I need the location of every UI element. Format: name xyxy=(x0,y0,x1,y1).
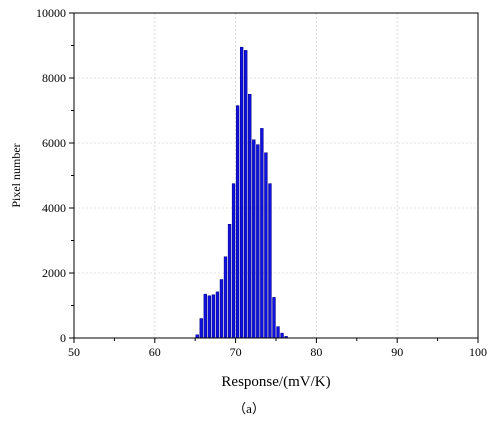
histogram-bar xyxy=(239,46,244,339)
grid-lines xyxy=(74,13,478,338)
y-tick-label: 4000 xyxy=(42,201,66,215)
histogram-bar xyxy=(264,152,268,339)
histogram-bar xyxy=(280,332,284,339)
histogram-bar xyxy=(227,224,232,339)
histogram-bar xyxy=(272,297,276,339)
histogram-chart: 50 60 70 80 90 100 0 2000 4000 6000 8000 10000 Resp… xyxy=(9,6,487,390)
figure-caption: （a） xyxy=(233,401,265,416)
histogram-bar xyxy=(248,94,252,339)
histogram-bar xyxy=(260,128,264,339)
y-tick-label: 8000 xyxy=(42,71,66,85)
histogram-bar xyxy=(211,294,216,339)
histogram-bar xyxy=(276,326,280,339)
histogram-bar xyxy=(252,139,256,339)
histogram-bar xyxy=(244,50,248,339)
x-tick-label: 70 xyxy=(230,345,242,359)
y-axis-label: Pixel number xyxy=(9,143,23,207)
histogram-bar xyxy=(235,105,240,339)
histogram-bar xyxy=(231,183,236,339)
axis-ticks: 50 60 70 80 90 100 0 2000 4000 6000 8000 10000 xyxy=(36,6,487,359)
histogram-bar xyxy=(268,183,272,339)
x-tick-label: 60 xyxy=(149,345,161,359)
histogram-bar xyxy=(256,144,260,339)
y-tick-label: 6000 xyxy=(42,136,66,150)
histogram-bar xyxy=(223,256,228,339)
x-tick-label: 80 xyxy=(310,345,322,359)
histogram-bar xyxy=(203,293,207,339)
y-tick-label: 2000 xyxy=(42,266,66,280)
x-axis-label: Response/(mV/K) xyxy=(221,374,330,390)
x-tick-label: 50 xyxy=(68,345,80,359)
histogram-bar xyxy=(199,318,203,339)
y-tick-label: 10000 xyxy=(36,6,66,20)
x-tick-label: 90 xyxy=(391,345,403,359)
x-tick-label: 100 xyxy=(469,345,487,359)
y-tick-label: 0 xyxy=(60,331,66,345)
bars-group xyxy=(195,46,288,339)
plot-frame xyxy=(73,12,479,339)
histogram-bar xyxy=(215,291,220,339)
histogram-bar xyxy=(219,279,224,339)
histogram-bar xyxy=(207,295,212,339)
